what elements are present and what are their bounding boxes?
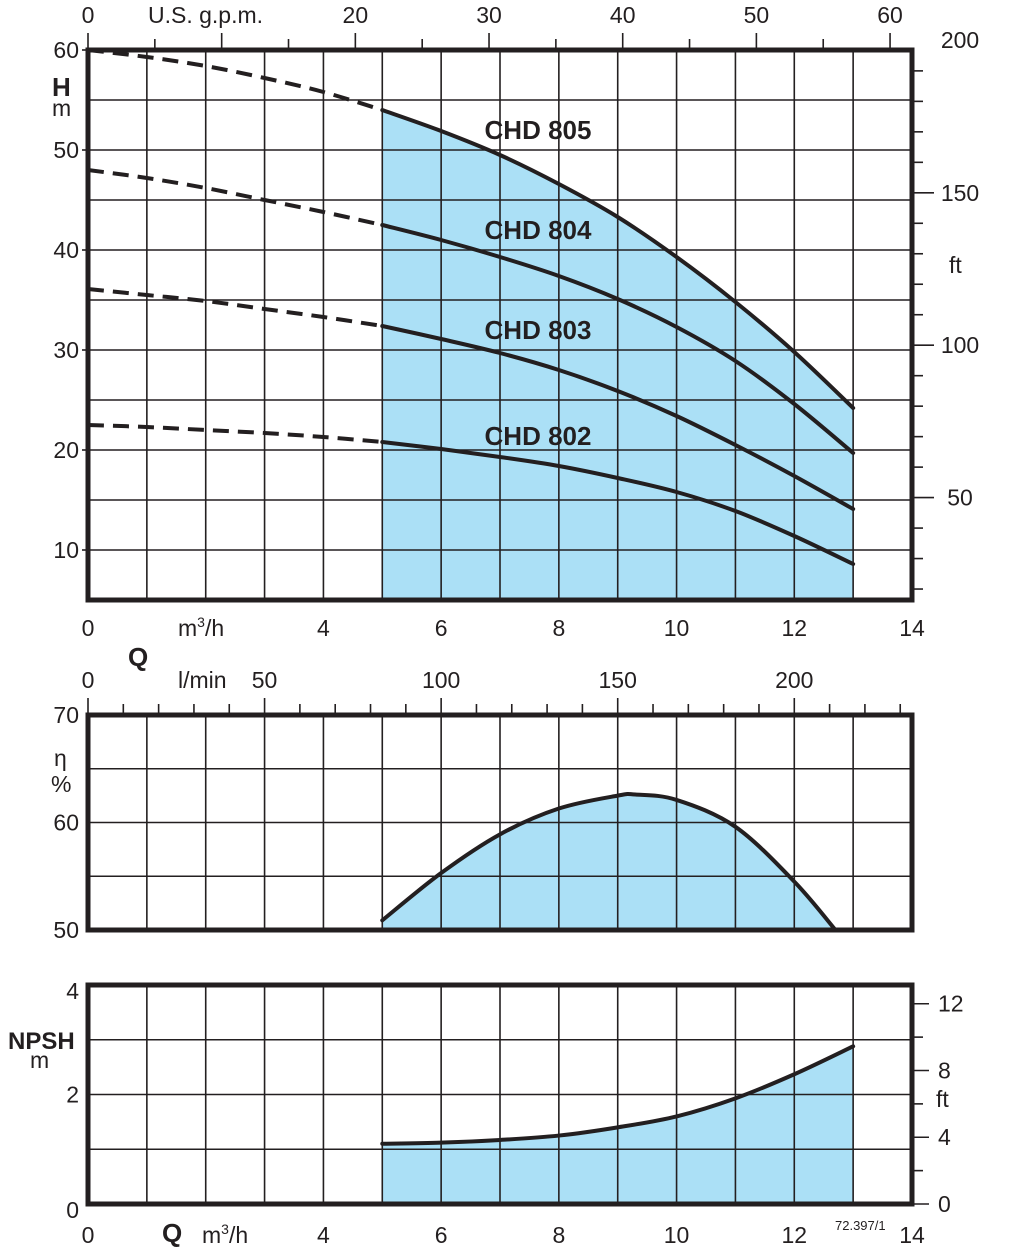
head-chart-frame bbox=[85, 47, 915, 603]
ft-tick-label: 150 bbox=[941, 180, 979, 206]
npsh-unit-label: m bbox=[30, 1047, 49, 1073]
npsh-axis-label: NPSH bbox=[8, 1028, 75, 1055]
series-label-chd-805: CHD 805 bbox=[485, 115, 592, 145]
ft-tick-label: 50 bbox=[947, 485, 973, 511]
efficiency-curve bbox=[380, 791, 838, 932]
ft-tick-label: 200 bbox=[941, 27, 979, 53]
q-tick-label: 14 bbox=[899, 615, 925, 641]
q-axis-label-top: Q bbox=[128, 642, 148, 672]
efficiency-fill bbox=[382, 793, 836, 930]
curve-chd-803 bbox=[380, 324, 856, 511]
lmin-tick-label: 50 bbox=[252, 667, 278, 693]
figure-reference: 72.397/1 bbox=[835, 1218, 886, 1233]
gpm-unit-label: U.S. g.p.m. bbox=[148, 2, 263, 28]
gpm-tick-label: 50 bbox=[744, 2, 770, 28]
gpm-tick-label: 30 bbox=[476, 2, 502, 28]
npsh-q-tick-label: 14 bbox=[899, 1222, 925, 1248]
gpm-tick-label: 40 bbox=[610, 2, 636, 28]
curve-dashed-chd-805 bbox=[87, 48, 383, 112]
npsh-q-tick-label: 6 bbox=[435, 1222, 448, 1248]
lmin-tick-label: 200 bbox=[775, 667, 813, 693]
eta-unit-label: % bbox=[51, 771, 71, 797]
gpm-tick-label: 60 bbox=[877, 2, 903, 28]
lmin-tick-label: 100 bbox=[422, 667, 460, 693]
npsh-tick-label: 0 bbox=[66, 1197, 79, 1223]
eta-tick-label: 70 bbox=[53, 702, 79, 728]
npsh-ft-tick-label: 12 bbox=[938, 991, 964, 1017]
curve-chd-805 bbox=[380, 108, 856, 410]
h-tick-label: 20 bbox=[53, 437, 79, 463]
m3h-unit-label-bottom: m3/h bbox=[202, 1221, 248, 1248]
h-axis-label: H bbox=[52, 72, 71, 102]
ft-unit-label: ft bbox=[949, 252, 962, 278]
npsh-q-tick-label: 10 bbox=[664, 1222, 690, 1248]
lmin-tick-label: 0 bbox=[82, 667, 95, 693]
curve-chd-802 bbox=[380, 440, 856, 566]
curve-dashed-chd-804 bbox=[87, 168, 383, 227]
ft-tick-label: 100 bbox=[941, 332, 979, 358]
h-tick-label: 50 bbox=[53, 137, 79, 163]
q-tick-label: 4 bbox=[317, 615, 330, 641]
h-unit-label: m bbox=[52, 95, 71, 121]
efficiency-chart-frame bbox=[85, 712, 915, 933]
series-label-chd-802: CHD 802 bbox=[485, 421, 592, 451]
m3h-unit-label-top: m3/h bbox=[178, 614, 224, 641]
h-tick-label: 30 bbox=[53, 337, 79, 363]
q-tick-label: 12 bbox=[781, 615, 807, 641]
q-tick-label: 6 bbox=[435, 615, 448, 641]
npsh-q-tick-label: 8 bbox=[552, 1222, 565, 1248]
curve-chd-804 bbox=[380, 223, 856, 455]
npsh-tick-label: 4 bbox=[66, 978, 79, 1004]
npsh-q-tick-label: 12 bbox=[781, 1222, 807, 1248]
h-tick-label: 60 bbox=[53, 37, 79, 63]
npsh-tick-label: 2 bbox=[66, 1082, 79, 1108]
curve-dashed-chd-803 bbox=[87, 287, 383, 328]
h-tick-label: 40 bbox=[53, 237, 79, 263]
npsh-ft-tick-label: 0 bbox=[938, 1191, 951, 1217]
q-tick-label: 10 bbox=[664, 615, 690, 641]
h-tick-label: 10 bbox=[53, 537, 79, 563]
lmin-unit-label: l/min bbox=[178, 667, 227, 693]
npsh-chart-frame bbox=[85, 982, 915, 1207]
ft-unit-label-npsh: ft bbox=[936, 1086, 949, 1112]
eta-tick-label: 60 bbox=[53, 810, 79, 836]
npsh-chart: 0 4 8 12 0 2 4 0 4 6 8 10 12 14 bbox=[66, 978, 963, 1248]
eta-axis-label: η bbox=[54, 745, 67, 771]
npsh-q-tick-label: 0 bbox=[82, 1222, 95, 1248]
npsh-ft-tick-label: 4 bbox=[938, 1124, 951, 1150]
series-label-chd-803: CHD 803 bbox=[485, 315, 592, 345]
q-tick-label: 0 bbox=[82, 615, 95, 641]
lmin-tick-label: 150 bbox=[599, 667, 637, 693]
efficiency-chart: 0 50 100 150 200 50 60 70 bbox=[53, 667, 915, 943]
npsh-ft-tick-label: 8 bbox=[938, 1057, 951, 1083]
gpm-tick-label: 0 bbox=[82, 2, 95, 28]
gpm-tick-label: 20 bbox=[343, 2, 369, 28]
npsh-curve bbox=[380, 1044, 856, 1146]
curve-dashed-chd-802 bbox=[87, 423, 383, 444]
q-axis-label-bottom: Q bbox=[162, 1218, 182, 1248]
series-label-chd-804: CHD 804 bbox=[485, 215, 592, 245]
npsh-q-tick-label: 4 bbox=[317, 1222, 330, 1248]
eta-tick-label: 50 bbox=[53, 917, 79, 943]
q-tick-label: 8 bbox=[552, 615, 565, 641]
